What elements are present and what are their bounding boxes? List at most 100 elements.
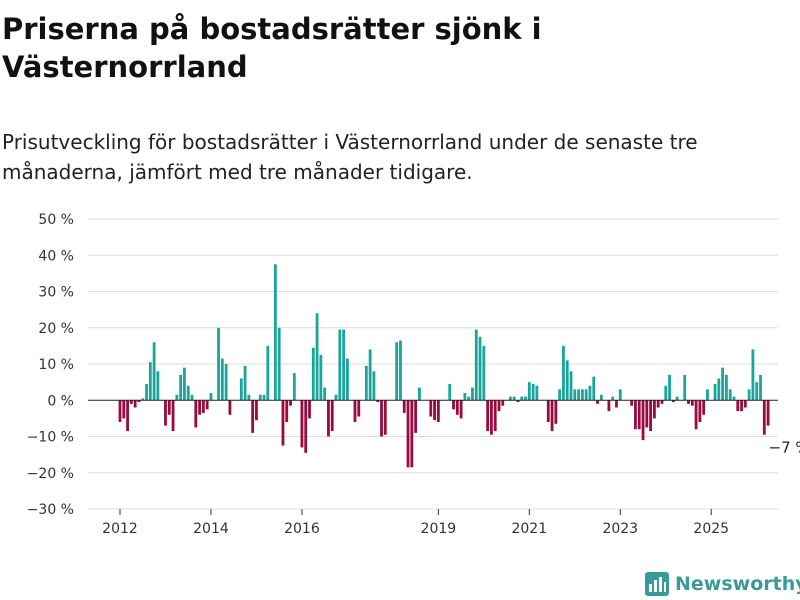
data-bar xyxy=(554,400,558,424)
y-tick-label: 0 % xyxy=(47,393,74,409)
data-bar xyxy=(258,394,262,401)
x-axis-ticks: 2012 2014 2016 2019 2021 2023 2025 xyxy=(102,509,729,537)
data-bar xyxy=(171,400,175,432)
data-bar xyxy=(717,378,721,401)
data-bar xyxy=(569,371,573,401)
data-bar xyxy=(671,400,675,403)
x-tick-label: 2023 xyxy=(602,521,638,537)
price-change-bar-chart: −30 % −20 % −10 % 0 % 10 % 20 % 30 % 40 % 50 % 2… xyxy=(27,212,800,537)
data-bar xyxy=(148,362,152,401)
data-bar xyxy=(706,389,709,401)
data-bar xyxy=(580,389,584,401)
data-bar xyxy=(285,400,289,422)
data-bar xyxy=(512,396,516,401)
data-bar xyxy=(721,367,725,401)
data-bar xyxy=(656,400,660,408)
data-bar xyxy=(520,396,524,401)
data-bar xyxy=(486,400,490,432)
x-tick-label: 2019 xyxy=(421,521,457,537)
y-tick-label: 30 % xyxy=(38,285,74,301)
data-bar xyxy=(660,400,664,404)
data-bar xyxy=(380,400,383,437)
data-bar xyxy=(133,400,137,408)
data-bar xyxy=(266,345,270,401)
data-bar xyxy=(452,400,455,410)
chart-subtitle: Prisutveckling för bostadsrätter i Väste… xyxy=(2,130,698,184)
data-bar xyxy=(164,400,167,426)
data-bar xyxy=(766,400,770,426)
data-bar xyxy=(220,358,224,401)
x-tick-label: 2016 xyxy=(284,521,320,537)
data-bar xyxy=(209,393,213,401)
newsworthy-brand[interactable]: Newsworthy xyxy=(645,570,800,598)
y-tick-label: 40 % xyxy=(38,248,74,264)
data-bar xyxy=(194,400,198,428)
data-bar xyxy=(550,400,554,432)
x-tick-label: 2025 xyxy=(693,521,729,537)
data-bar xyxy=(562,345,565,401)
data-bar xyxy=(418,387,421,401)
data-bar xyxy=(690,400,694,406)
data-bar xyxy=(474,329,478,401)
x-tick-label: 2014 xyxy=(193,521,229,537)
data-bar xyxy=(368,349,372,401)
data-bar xyxy=(675,396,679,401)
data-bar xyxy=(205,400,209,410)
data-bar xyxy=(732,396,736,401)
bar-series xyxy=(118,264,770,468)
data-bar xyxy=(565,360,569,401)
brand-name: Newsworthy xyxy=(675,573,800,595)
data-bar xyxy=(490,400,493,435)
data-bar xyxy=(372,371,376,401)
data-bar xyxy=(167,400,171,415)
data-bar xyxy=(255,400,258,421)
data-bar xyxy=(531,383,535,401)
data-bar xyxy=(410,400,414,468)
data-bar xyxy=(395,342,399,401)
data-bar xyxy=(641,400,645,441)
data-bar xyxy=(376,400,380,403)
data-bar xyxy=(516,400,520,403)
data-bar xyxy=(584,389,588,401)
data-bar xyxy=(247,394,251,401)
data-bar xyxy=(342,329,346,401)
data-bar xyxy=(201,400,205,413)
data-bar xyxy=(687,400,690,404)
data-bar xyxy=(759,374,762,401)
data-bar xyxy=(300,400,304,448)
data-bar xyxy=(471,387,474,401)
y-tick-label: 50 % xyxy=(38,212,74,228)
data-bar xyxy=(596,400,599,404)
data-bar xyxy=(327,400,330,437)
data-bar xyxy=(740,400,743,412)
data-bar xyxy=(558,389,562,401)
data-bar xyxy=(508,396,512,401)
data-bar xyxy=(137,400,141,403)
data-bar xyxy=(198,400,201,415)
y-tick-label: 10 % xyxy=(38,357,74,373)
data-bar xyxy=(118,400,122,422)
data-bar xyxy=(433,400,436,421)
data-bar xyxy=(183,367,186,401)
data-bar xyxy=(217,327,220,401)
data-bar xyxy=(228,400,232,415)
data-bar xyxy=(728,389,732,401)
data-bar xyxy=(273,264,277,401)
data-bar xyxy=(448,383,452,401)
data-bar xyxy=(364,365,368,401)
data-bar xyxy=(698,400,702,422)
data-bar xyxy=(239,378,243,401)
data-bar xyxy=(292,373,296,401)
data-bar xyxy=(262,394,266,401)
data-bar xyxy=(524,396,527,401)
data-bar xyxy=(493,400,497,432)
data-bar xyxy=(611,396,615,401)
data-bar xyxy=(346,358,349,401)
data-bar xyxy=(179,374,183,401)
y-tick-label: −30 % xyxy=(27,502,74,518)
data-bar xyxy=(455,400,459,415)
data-bar xyxy=(535,385,539,401)
data-bar xyxy=(607,400,611,412)
data-bar xyxy=(527,382,531,401)
data-bar xyxy=(383,400,387,435)
